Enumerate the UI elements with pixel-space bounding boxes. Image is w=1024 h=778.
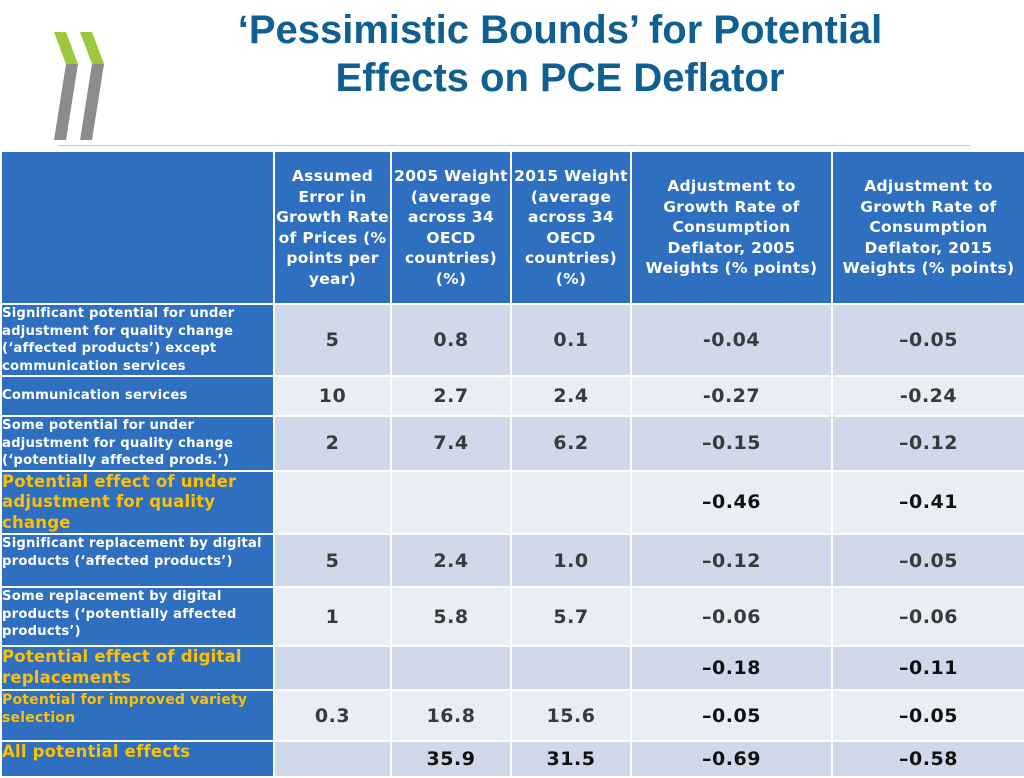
header-adjustment-2005: Adjustment to Growth Rate of Consumption… [630, 150, 833, 305]
header-assumed-error: Assumed Error in Growth Rate of Prices (… [273, 150, 392, 305]
cell-weight-2005: 16.8 [390, 689, 512, 742]
cell-weight-2005 [390, 469, 512, 535]
cell-adjustment-2015: –0.06 [831, 586, 1024, 647]
cell-weight-2005: 7.4 [390, 415, 512, 472]
cell-weight-2005 [390, 645, 512, 691]
table-row: Significant replacement by digital produ… [0, 533, 1024, 588]
title-line-2: Effects on PCE Deflator [335, 56, 785, 100]
header-weight-2015: 2015 Weight (average across 34 OECD coun… [510, 150, 632, 305]
cell-error [273, 740, 392, 778]
row-label: All potential effects [0, 740, 275, 778]
cell-weight-2005: 2.7 [390, 375, 512, 417]
cell-error: 2 [273, 415, 392, 472]
cell-adjustment-2015: –0.11 [831, 645, 1024, 691]
cell-weight-2015: 0.1 [510, 303, 632, 377]
table-row: Potential for improved variety selection… [0, 689, 1024, 742]
table-row-total: All potential effects 35.9 31.5 –0.69 –0… [0, 740, 1024, 778]
title-line-1: ‘Pessimistic Bounds’ for Potential [237, 8, 883, 52]
cell-weight-2005: 0.8 [390, 303, 512, 377]
cell-weight-2015: 6.2 [510, 415, 632, 472]
row-label: Potential effect of under adjustment for… [0, 469, 275, 535]
chevron-logo-icon [54, 32, 104, 140]
table-row: Some potential for under adjustment for … [0, 415, 1024, 472]
cell-adjustment-2015: –0.05 [831, 533, 1024, 588]
cell-weight-2015 [510, 645, 632, 691]
cell-adjustment-2005: -0.27 [630, 375, 833, 417]
cell-weight-2015 [510, 469, 632, 535]
cell-weight-2005: 35.9 [390, 740, 512, 778]
cell-error: 10 [273, 375, 392, 417]
results-table: Assumed Error in Growth Rate of Prices (… [0, 150, 1024, 778]
cell-adjustment-2005: –0.06 [630, 586, 833, 647]
cell-adjustment-2015: -0.24 [831, 375, 1024, 417]
table-row-subtotal: Potential effect of digital replacements… [0, 645, 1024, 691]
cell-adjustment-2005: –0.69 [630, 740, 833, 778]
cell-error [273, 645, 392, 691]
row-label: Communication services [0, 375, 275, 417]
cell-adjustment-2005: -0.04 [630, 303, 833, 377]
cell-adjustment-2005: –0.15 [630, 415, 833, 472]
page-title: ‘Pessimistic Bounds’ for Potential Effec… [160, 6, 960, 102]
row-label: Potential effect of digital replacements [0, 645, 275, 691]
cell-adjustment-2005: –0.18 [630, 645, 833, 691]
row-label: Some potential for under adjustment for … [0, 415, 275, 472]
table-row: Communication services 10 2.7 2.4 -0.27 … [0, 375, 1024, 417]
cell-weight-2005: 2.4 [390, 533, 512, 588]
cell-adjustment-2015: –0.05 [831, 303, 1024, 377]
cell-error: 1 [273, 586, 392, 647]
cell-weight-2015: 5.7 [510, 586, 632, 647]
cell-adjustment-2005: –0.05 [630, 689, 833, 742]
title-divider [58, 145, 970, 146]
cell-error [273, 469, 392, 535]
table-row-subtotal: Potential effect of under adjustment for… [0, 469, 1024, 535]
cell-weight-2015: 15.6 [510, 689, 632, 742]
table-header-row: Assumed Error in Growth Rate of Prices (… [0, 150, 1024, 305]
table-row: Significant potential for under adjustme… [0, 303, 1024, 377]
cell-error: 0.3 [273, 689, 392, 742]
cell-error: 5 [273, 303, 392, 377]
cell-adjustment-2005: –0.12 [630, 533, 833, 588]
cell-adjustment-2005: –0.46 [630, 469, 833, 535]
row-label: Some replacement by digital products (‘p… [0, 586, 275, 647]
cell-adjustment-2015: –0.05 [831, 689, 1024, 742]
header-weight-2005: 2005 Weight (average across 34 OECD coun… [390, 150, 512, 305]
row-label: Significant potential for under adjustme… [0, 303, 275, 377]
cell-weight-2015: 2.4 [510, 375, 632, 417]
row-label: Significant replacement by digital produ… [0, 533, 275, 588]
cell-weight-2005: 5.8 [390, 586, 512, 647]
cell-error: 5 [273, 533, 392, 588]
cell-weight-2015: 31.5 [510, 740, 632, 778]
table-row: Some replacement by digital products (‘p… [0, 586, 1024, 647]
cell-adjustment-2015: –0.41 [831, 469, 1024, 535]
cell-weight-2015: 1.0 [510, 533, 632, 588]
header-corner [0, 150, 275, 305]
row-label: Potential for improved variety selection [0, 689, 275, 742]
cell-adjustment-2015: –0.58 [831, 740, 1024, 778]
header-adjustment-2015: Adjustment to Growth Rate of Consumption… [831, 150, 1024, 305]
cell-adjustment-2015: –0.12 [831, 415, 1024, 472]
